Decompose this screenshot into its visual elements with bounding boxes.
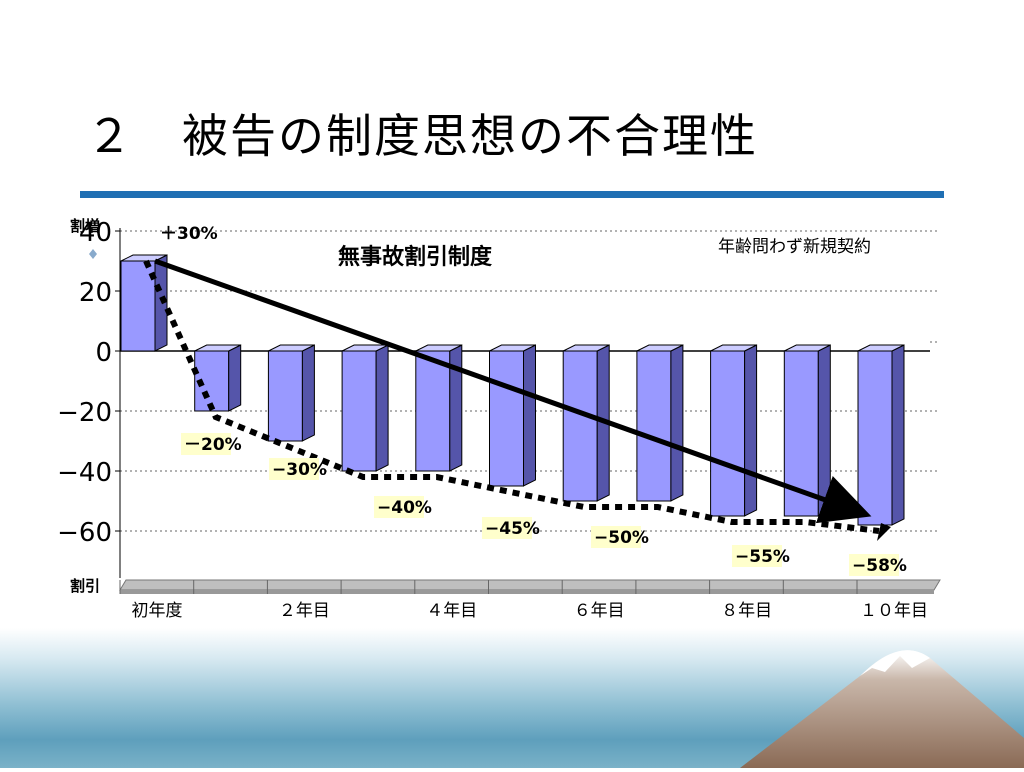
bar-side bbox=[670, 344, 684, 502]
y-axis-label-top: 割増 bbox=[70, 217, 100, 235]
floor-top bbox=[119, 579, 941, 591]
data-label: −45% bbox=[485, 519, 540, 539]
y-tick-label: 40 bbox=[79, 218, 112, 248]
bar bbox=[710, 344, 758, 517]
bar-top bbox=[636, 344, 684, 352]
solid-trend-arrow bbox=[154, 258, 872, 524]
bars bbox=[120, 254, 905, 526]
data-label-bg bbox=[374, 496, 424, 518]
data-label-bg bbox=[732, 545, 782, 567]
bar bbox=[415, 344, 463, 472]
data-label: −58% bbox=[852, 556, 907, 576]
floor-edge bbox=[120, 590, 934, 594]
x-tick-label: １０年目 bbox=[860, 601, 928, 621]
title-divider bbox=[80, 191, 944, 198]
data-label: −30% bbox=[272, 460, 327, 480]
bar-front bbox=[415, 350, 451, 472]
bar-front bbox=[636, 350, 672, 502]
data-label: －20% bbox=[184, 435, 242, 455]
data-label-bg bbox=[849, 554, 899, 576]
bar bbox=[489, 344, 536, 487]
bar-side bbox=[301, 344, 315, 442]
y-tick-label: 0 bbox=[95, 338, 112, 368]
bar-top bbox=[268, 344, 315, 352]
x-tick-label: ８年目 bbox=[721, 601, 772, 621]
data-labels: ＋30% －20% −30% −40% −45% −50% −55% −58% bbox=[160, 224, 907, 576]
y-tick-label: −20 bbox=[57, 398, 112, 428]
bar bbox=[120, 254, 168, 352]
bar bbox=[562, 344, 610, 502]
bar-side bbox=[154, 254, 168, 352]
chart-note: 年齢問わず新規契約 bbox=[718, 237, 871, 257]
data-label-bg bbox=[591, 526, 641, 548]
bar-top bbox=[489, 344, 536, 352]
bar-front bbox=[710, 350, 746, 517]
x-tick-label: ２年目 bbox=[279, 601, 330, 621]
data-label-bg bbox=[482, 517, 532, 539]
y-tick-label: −40 bbox=[57, 458, 112, 488]
y-tick-label: −60 bbox=[57, 518, 112, 548]
bar-side bbox=[375, 344, 389, 472]
bar-side bbox=[449, 344, 463, 472]
bar-top bbox=[562, 344, 610, 352]
chart-title: 無事故割引制度 bbox=[338, 244, 493, 270]
bar-top bbox=[415, 344, 463, 352]
bar-side bbox=[817, 344, 831, 517]
bar bbox=[194, 344, 242, 412]
x-tick-label: ６年目 bbox=[574, 601, 625, 621]
x-tick-label: 初年度 bbox=[132, 601, 183, 621]
bar-top bbox=[857, 344, 905, 352]
bar-side bbox=[523, 344, 536, 487]
bar bbox=[857, 344, 905, 526]
x-tick-label: ４年目 bbox=[426, 601, 477, 621]
bar-top bbox=[194, 344, 241, 352]
bar bbox=[267, 344, 315, 442]
bullet-icon bbox=[89, 249, 97, 259]
bar-top bbox=[710, 344, 757, 352]
data-label: −50% bbox=[594, 528, 649, 548]
dotted-trend-line bbox=[143, 259, 880, 534]
bar-front bbox=[267, 350, 303, 442]
bar-top bbox=[120, 254, 168, 262]
bar bbox=[341, 344, 389, 472]
y-axis: 40 20 0 −20 −40 −60 bbox=[57, 218, 121, 578]
data-label: −40% bbox=[377, 498, 432, 518]
bar-side bbox=[744, 344, 758, 517]
page-title: ２ 被告の制度思想の不合理性 bbox=[86, 109, 758, 163]
bar-front bbox=[562, 350, 598, 502]
data-label: ＋30% bbox=[160, 224, 218, 244]
bar-front bbox=[489, 350, 524, 487]
data-label-bg bbox=[269, 458, 319, 480]
bar bbox=[636, 344, 684, 502]
dotted-arrow-head bbox=[877, 523, 891, 541]
bar-side bbox=[891, 344, 905, 526]
bar bbox=[783, 344, 831, 517]
y-tick-label: 20 bbox=[79, 278, 112, 308]
decorative-background-band bbox=[0, 628, 1024, 768]
mountain-icon bbox=[740, 650, 1024, 768]
bar-front bbox=[341, 350, 377, 472]
data-label-bg bbox=[181, 433, 231, 455]
trend-arrows bbox=[143, 258, 891, 541]
bar-front bbox=[857, 350, 893, 526]
chart-floor: 初年度 ２年目 ４年目 ６年目 ８年目 １０年目 bbox=[119, 579, 941, 621]
bar-top bbox=[784, 344, 831, 352]
data-label: −55% bbox=[735, 547, 790, 567]
bar-side bbox=[228, 344, 242, 412]
y-axis-label-bottom: 割引 bbox=[70, 577, 100, 595]
